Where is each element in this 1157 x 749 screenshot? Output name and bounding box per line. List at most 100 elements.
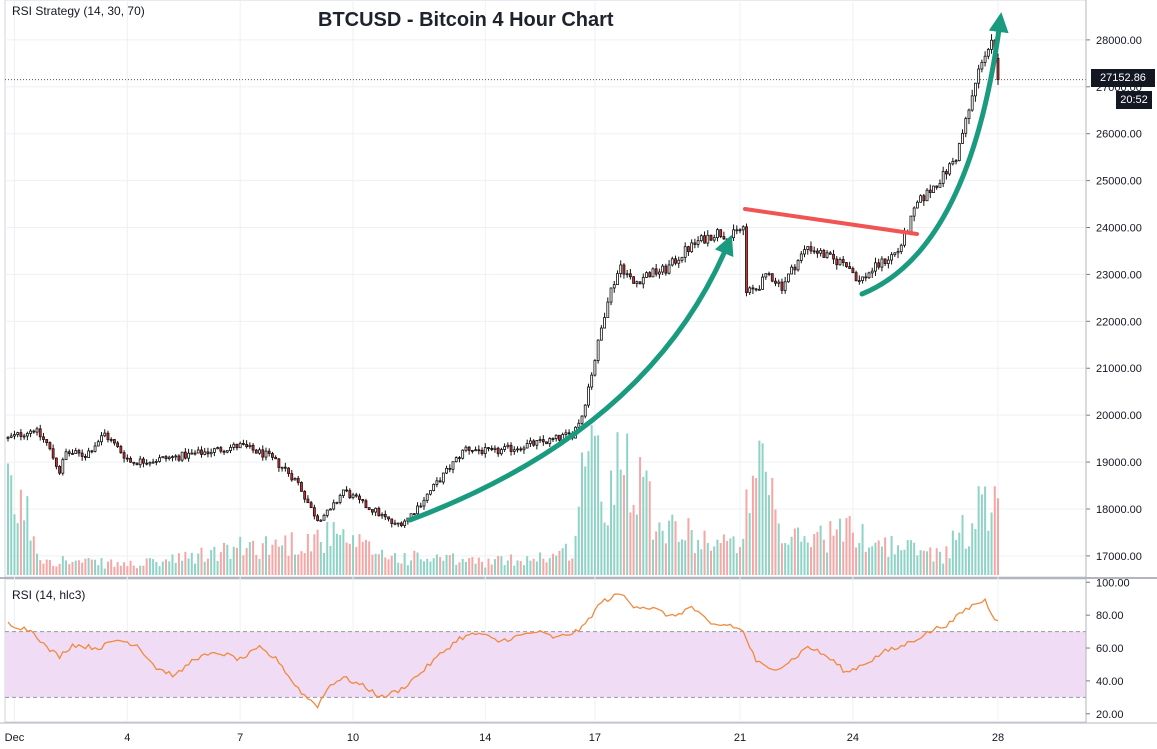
candle-body: [229, 447, 232, 451]
candle-body: [393, 522, 397, 525]
candle: [219, 446, 223, 454]
candle-body: [835, 258, 839, 266]
time-tick-label: 14: [479, 732, 491, 744]
candle-body: [287, 467, 290, 474]
candle-body: [219, 447, 223, 452]
volume-bar: [461, 558, 464, 575]
candle-body: [777, 281, 781, 284]
volume-bar: [419, 559, 422, 575]
candle: [703, 231, 706, 244]
candle-body: [635, 281, 639, 284]
candle: [103, 429, 107, 438]
volume-bar: [306, 534, 309, 575]
candle-body: [990, 39, 993, 50]
volume-bar: [313, 534, 316, 575]
candle-body: [857, 280, 861, 282]
candle-body: [283, 466, 287, 469]
volume-bar: [997, 498, 999, 575]
volume-bar: [887, 556, 890, 575]
candle-body: [58, 465, 61, 474]
candle: [32, 429, 36, 434]
candle: [890, 252, 893, 265]
candle-body: [151, 461, 155, 464]
candle-body: [429, 490, 432, 495]
candle-body: [548, 438, 552, 445]
uptrend-arrow-2: [859, 12, 1009, 297]
price-candles[interactable]: [6, 34, 1000, 528]
volume-bar: [255, 554, 258, 575]
candle: [670, 256, 674, 267]
candle: [187, 448, 190, 462]
candle-body: [271, 453, 274, 458]
volume-bar: [558, 550, 561, 575]
candle-body: [645, 272, 648, 278]
candle-body: [745, 226, 748, 293]
candle: [741, 225, 745, 236]
volume-bar: [139, 565, 142, 575]
candle-body: [587, 386, 590, 406]
candle: [216, 446, 220, 450]
volume-bar: [980, 494, 983, 575]
time-tick-label: 17: [589, 732, 601, 744]
candle: [935, 185, 939, 190]
volume-bar: [468, 558, 471, 575]
candle-body: [74, 450, 78, 454]
volume-bar: [751, 475, 754, 575]
candle-body: [661, 265, 665, 273]
candle-body: [190, 452, 194, 455]
candle: [300, 481, 303, 492]
candle: [222, 449, 226, 455]
candle-body: [674, 258, 677, 264]
volume-bar: [400, 563, 403, 575]
candle: [106, 430, 110, 443]
volume-bar: [745, 489, 748, 575]
volume-bar: [329, 545, 332, 575]
candle-body: [25, 433, 29, 437]
volume-bar: [448, 555, 451, 575]
volume-bar: [793, 528, 796, 575]
volume-bar: [26, 496, 29, 575]
candle-body: [319, 519, 323, 522]
candle: [996, 53, 1000, 85]
candle: [383, 510, 387, 521]
candle-body: [854, 272, 858, 282]
candle: [786, 273, 790, 283]
candle: [306, 495, 310, 504]
candle: [61, 457, 65, 476]
volume-bar: [381, 549, 384, 575]
candle: [267, 448, 271, 457]
candle-body: [109, 439, 113, 441]
candle: [477, 445, 481, 455]
candle: [196, 446, 200, 454]
volume-bar: [739, 547, 742, 575]
volume-bar: [526, 556, 529, 575]
candle-body: [680, 256, 684, 261]
price-tick-label: 22000.00: [1096, 316, 1142, 328]
candle: [58, 465, 61, 475]
volume-bar: [610, 470, 613, 575]
candle-body: [909, 215, 913, 233]
volume-bar: [777, 523, 780, 575]
candle: [83, 453, 87, 461]
candle: [654, 263, 658, 277]
candle: [338, 493, 342, 505]
volume-bar: [532, 558, 535, 575]
candle: [983, 51, 987, 67]
candle: [309, 500, 313, 509]
candle-body: [242, 442, 245, 445]
volume-bar: [909, 540, 912, 575]
candle: [835, 256, 839, 270]
volume-bar: [393, 553, 396, 575]
volume-bar: [938, 551, 941, 575]
candle: [535, 439, 539, 450]
volume-bar: [48, 560, 51, 575]
volume-bar: [77, 560, 80, 575]
candle: [325, 509, 329, 518]
candle-body: [796, 260, 800, 271]
candle-body: [519, 448, 523, 451]
candle: [854, 270, 858, 282]
volume-bar: [148, 557, 151, 575]
volume-bar: [429, 561, 432, 575]
volume-bar: [974, 529, 977, 575]
